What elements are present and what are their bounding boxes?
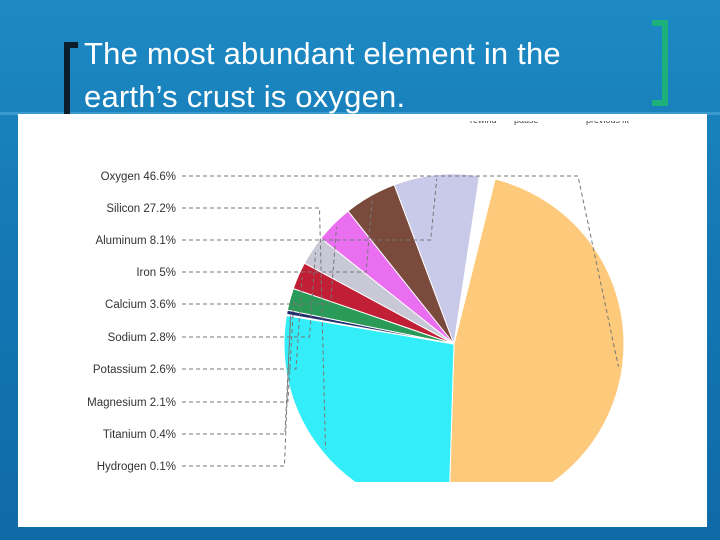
toolbar-rewind-text: rewind: [470, 121, 497, 125]
element-pie-chart: rewind pause previous fit Oxygen 46.6% Si…: [87, 121, 630, 482]
leader-line-silicon: [182, 207, 327, 450]
leader-line-calcium: [182, 226, 338, 305]
slice-label-magnesium: Magnesium 2.1%: [87, 397, 176, 409]
title-bracket-right: [652, 20, 668, 106]
leader-line-sodium: [182, 252, 316, 338]
slice-label-calcium: Calcium 3.6%: [105, 299, 176, 311]
leader-line-titanium: [182, 312, 292, 435]
slide-title: The most abundant element in the earth’s…: [84, 32, 644, 118]
pie-slice-oxygen: [449, 178, 625, 482]
pie-slice-silicon: [283, 314, 455, 482]
toolbar-fit-text: fit: [622, 121, 630, 125]
leader-line-iron: [182, 199, 373, 273]
title-bracket-left: [64, 42, 78, 118]
leader-line-hydrogen: [182, 315, 291, 467]
leader-line-aluminum: [182, 178, 438, 241]
title-line-1: The most abundant element in the: [84, 36, 561, 71]
panel-top-stripe: [18, 114, 707, 121]
leader-line-magnesium: [182, 300, 295, 403]
leader-line-oxygen: [182, 175, 619, 367]
slice-label-iron: Iron 5%: [136, 267, 176, 279]
slice-label-potassium: Potassium 2.6%: [93, 364, 176, 376]
slice-label-titanium: Titanium 0.4%: [103, 429, 176, 441]
background-streak: [0, 112, 720, 115]
slice-label-aluminum: Aluminum 8.1%: [95, 235, 176, 247]
toolbar-pause-text: pause: [514, 121, 539, 125]
toolbar-previous-text: previous: [586, 121, 621, 125]
slice-label-silicon: Silicon 27.2%: [106, 203, 176, 215]
title-line-2: earth’s crust is oxygen.: [84, 79, 406, 114]
slice-label-sodium: Sodium 2.8%: [108, 332, 176, 344]
leader-line-potassium: [182, 277, 303, 370]
slice-label-hydrogen: Hydrogen 0.1%: [97, 461, 176, 473]
slice-label-oxygen: Oxygen 46.6%: [101, 171, 176, 183]
